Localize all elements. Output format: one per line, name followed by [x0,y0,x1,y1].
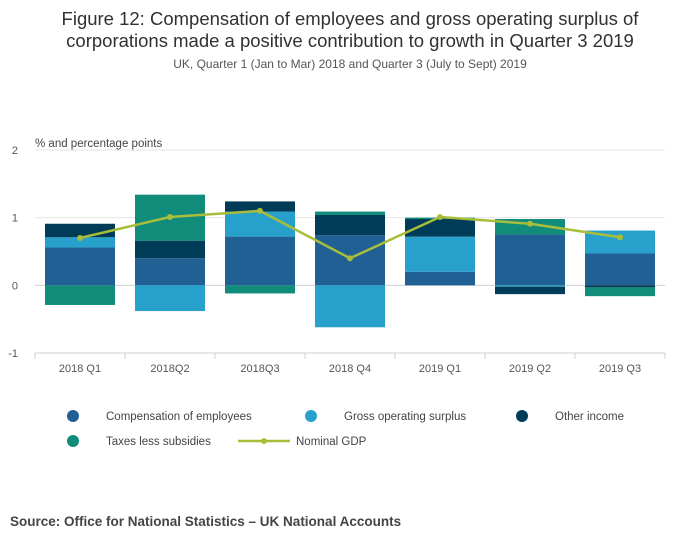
legend-label-taxes-less-subsidies: Taxes less subsidies [106,436,211,448]
bar-gross-operating-surplus [585,230,655,254]
bar-other-income [495,286,565,295]
point-nominal-gdp [257,207,263,214]
bar-taxes-less-subsidies [225,285,295,294]
bar-taxes-less-subsidies [585,287,655,297]
x-tick-label: 2018Q2 [150,363,189,375]
y-tick-label: 1 [12,213,18,225]
bar-gross-operating-surplus [495,285,565,287]
chart-title-line-2: corporations made a positive contributio… [66,30,634,51]
chart-subtitle: UK, Quarter 1 (Jan to Mar) 2018 and Quar… [173,57,527,71]
chart-title-line-1: Figure 12: Compensation of employees and… [61,8,639,29]
point-nominal-gdp [617,234,623,241]
x-tick-label: 2018 Q4 [329,363,371,375]
bar-gross-operating-surplus [135,285,205,312]
chart-title: Figure 12: Compensation of employees and… [0,8,700,52]
legend-label-other-income: Other income [555,411,624,423]
bar-other-income [315,214,385,236]
stacked-bar-chart: % and percentage points 2 1 0 -1 2018 Q1 2018Q… [8,138,666,448]
point-nominal-gdp [527,220,533,227]
bar-other-income [135,240,205,259]
y-tick-label: -1 [8,348,18,360]
bar-compensation-of-employees [585,253,655,286]
bar-taxes-less-subsidies [315,211,385,215]
point-nominal-gdp [167,213,173,220]
bar-other-income [225,201,295,212]
x-tick-label: 2019 Q1 [419,363,461,375]
legend-label-gross-operating-surplus: Gross operating surplus [344,411,466,423]
point-nominal-gdp [347,255,353,262]
legend-swatch-taxes-less-subsidies [67,435,79,447]
y-axis-label: % and percentage points [35,138,162,150]
source-note: Source: Office for National Statistics –… [10,514,402,529]
x-tick-label: 2018Q3 [240,363,279,375]
legend-label-compensation-of-employees: Compensation of employees [106,411,252,423]
bar-compensation-of-employees [405,271,475,286]
bar-other-income [585,285,655,288]
legend-swatch-other-income [516,410,528,422]
bar-gross-operating-surplus [405,236,475,272]
legend-swatch-compensation-of-employees [67,410,79,422]
legend-marker-nominal-gdp [261,438,267,444]
bar-compensation-of-employees [225,236,295,286]
point-nominal-gdp [437,213,443,220]
bar-compensation-of-employees [495,234,565,286]
legend-swatch-gross-operating-surplus [305,410,317,422]
point-nominal-gdp [77,234,83,241]
x-tick-label: 2019 Q2 [509,363,551,375]
bar-compensation-of-employees [135,258,205,286]
bar-gross-operating-surplus [45,237,115,248]
x-tick-label: 2019 Q3 [599,363,641,375]
legend-label-nominal-gdp: Nominal GDP [296,436,367,448]
bar-gross-operating-surplus [315,285,385,328]
y-tick-label: 2 [12,145,18,157]
bar-taxes-less-subsidies [45,285,115,305]
x-tick-label: 2018 Q1 [59,363,101,375]
bar-compensation-of-employees [45,247,115,286]
y-tick-label: 0 [12,280,18,292]
bar-other-income [405,219,475,237]
